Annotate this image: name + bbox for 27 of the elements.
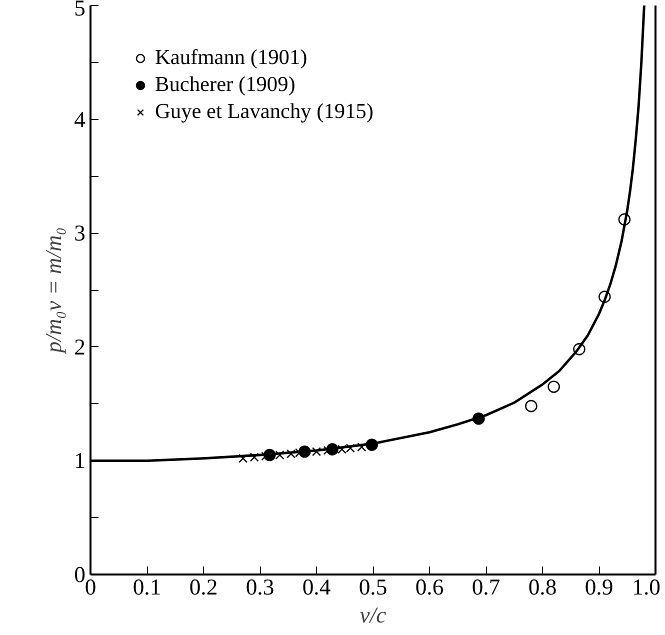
x-tick-label: 0.5 [358,574,388,600]
legend-label: Guye et Lavanchy (1915) [155,99,374,124]
y-tick-label: 5 [74,0,86,20]
legend-label: Bucherer (1909) [155,72,296,97]
point [238,454,248,463]
x-tick-label: 0.3 [246,574,274,600]
point [250,452,259,462]
x-tick-label: 0.2 [189,574,218,600]
x-tick-label: 0.7 [472,574,500,600]
y-axis-title: p/m₀v = m/m₀ [41,227,66,355]
y-tick-label: 3 [74,220,86,246]
x-tick-label: 1.0 [632,574,661,600]
x-tick-label: 0.4 [302,574,331,600]
x-tick-label: 0.6 [415,574,444,600]
y-tick-label: 2 [74,334,86,360]
x-tick-label: 0.8 [528,574,557,600]
legend-label: Kaufmann (1901) [155,45,308,70]
point [525,400,538,412]
point [357,442,366,452]
y-tick-label: 1 [74,448,86,474]
x-tick-label: 0.1 [132,574,162,600]
point [548,380,560,393]
y-tick-label: 4 [74,106,86,132]
x-axis-title: v/c [360,602,386,628]
point [312,447,322,456]
x-tick-label: 0.9 [584,574,614,600]
point [275,450,284,460]
